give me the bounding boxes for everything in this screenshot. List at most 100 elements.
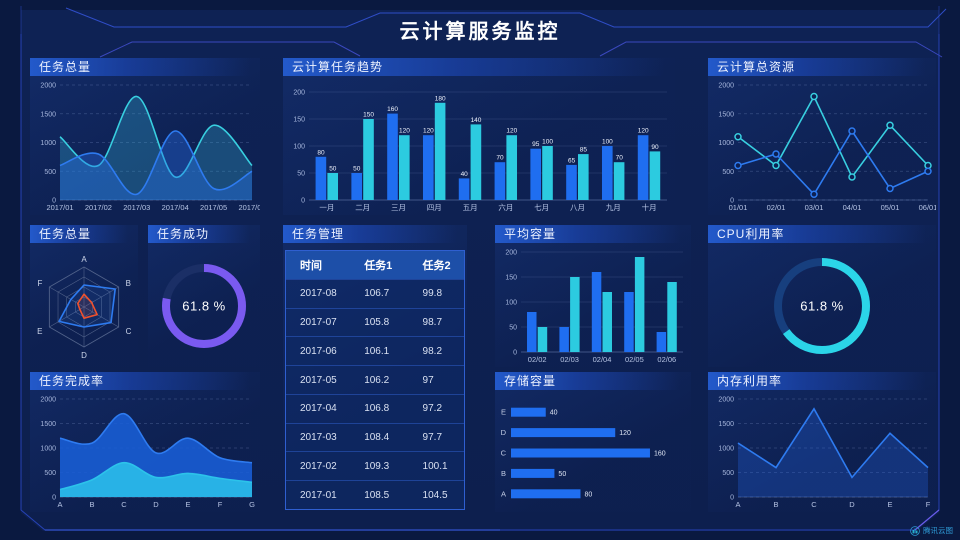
svg-text:02/05: 02/05: [625, 355, 644, 364]
table-cell: 2017-03: [300, 432, 337, 444]
page-title: 云计算服务监控: [399, 21, 561, 43]
svg-text:70: 70: [496, 155, 504, 162]
avg-capacity-bar-chart: 0 50 100 150 200 02/02 02/03 02/04 02/05 02/06: [495, 243, 691, 367]
svg-text:十月: 十月: [642, 202, 657, 212]
table-cell: 99.8: [422, 288, 443, 300]
svg-text:A: A: [735, 500, 740, 509]
svg-text:100: 100: [293, 144, 305, 151]
svg-text:七月: 七月: [534, 203, 549, 212]
svg-text:1000: 1000: [718, 446, 734, 453]
storage-svg: E 40 D 120 C 160 B 50 A 80: [501, 407, 666, 499]
panel-title: 任务成功: [148, 225, 250, 243]
svg-text:F: F: [218, 500, 223, 509]
svg-text:40: 40: [550, 410, 558, 417]
svg-text:2017/02: 2017/02: [85, 203, 112, 212]
table-cell: 104.5: [422, 489, 448, 501]
svg-text:05/01: 05/01: [881, 203, 900, 212]
table-row: 2017-04 106.8 97.2: [286, 393, 464, 423]
svg-text:C: C: [126, 327, 132, 336]
table-cell: 2017-04: [300, 403, 337, 415]
svg-text:120: 120: [638, 128, 649, 135]
panel-task-manage: 任务管理 时间 任务1 任务2 2017-08 106.7 99.8 2017-07 105.…: [283, 225, 467, 510]
svg-text:1500: 1500: [718, 111, 734, 118]
svg-text:80: 80: [317, 149, 325, 156]
svg-text:D: D: [81, 351, 87, 360]
svg-text:100: 100: [542, 139, 553, 146]
svg-text:D: D: [501, 428, 507, 437]
table-cell: 2017-01: [300, 489, 337, 501]
panel-title: 云计算总资源: [708, 58, 926, 76]
svg-text:140: 140: [471, 117, 482, 124]
table-cell: 106.2: [364, 374, 390, 386]
panel-title: 任务总量: [30, 225, 128, 243]
task-trend-bar-chart: 0 50 100 150 200 一月 二月 三月 四月 五月 六月 七月 八月 九月 十月 80 50 160 1…: [283, 76, 675, 215]
panel-memory: 内存利用率 0 500 1000 1500 2000 A B C D E F: [708, 372, 936, 512]
taskCompletion-svg: 0 500 1000 1500 2000 A B C D E F G: [40, 397, 255, 510]
svg-text:三月: 三月: [391, 203, 406, 212]
svg-text:E: E: [37, 327, 42, 336]
svg-text:D: D: [849, 500, 855, 509]
panel-title: 存储容量: [495, 372, 681, 390]
svg-text:150: 150: [363, 112, 374, 119]
table-cell: 108.5: [364, 489, 390, 501]
svg-text:2017/05: 2017/05: [200, 203, 227, 212]
svg-text:500: 500: [722, 470, 734, 477]
table-cell: 105.8: [364, 316, 390, 328]
svg-text:180: 180: [435, 95, 446, 102]
panel-title: 任务总量: [30, 58, 250, 76]
svg-text:0: 0: [513, 350, 517, 357]
svg-text:120: 120: [423, 128, 434, 135]
svg-text:九月: 九月: [606, 203, 621, 212]
panel-title: 云计算任务趋势: [283, 58, 665, 76]
svg-text:六月: 六月: [498, 202, 513, 212]
svg-text:B: B: [89, 500, 94, 509]
svg-text:F: F: [38, 279, 43, 288]
svg-text:50: 50: [297, 171, 305, 178]
svg-text:C: C: [811, 500, 817, 509]
svg-text:06/01: 06/01: [919, 203, 936, 212]
table-row: 2017-07 105.8 98.7: [286, 307, 464, 337]
svg-text:61.8 %: 61.8 %: [182, 299, 225, 314]
svg-text:2017/03: 2017/03: [123, 203, 150, 212]
svg-text:E: E: [501, 408, 506, 417]
svg-text:200: 200: [293, 90, 305, 97]
table-row: 2017-06 106.1 98.2: [286, 336, 464, 366]
svg-text:500: 500: [44, 470, 56, 477]
svg-text:1000: 1000: [40, 446, 56, 453]
svg-text:70: 70: [616, 155, 624, 162]
svg-text:一月: 一月: [319, 203, 334, 212]
svg-text:B: B: [773, 500, 778, 509]
task-success-gauge: 61.8 %: [148, 243, 260, 367]
task-table: 时间 任务1 任务2 2017-08 106.7 99.8 2017-07 105.8 98.7…: [285, 250, 465, 510]
table-cell: 106.8: [364, 403, 390, 415]
svg-text:1000: 1000: [40, 140, 56, 147]
svg-text:0: 0: [52, 495, 56, 502]
svg-text:80: 80: [584, 491, 592, 498]
memory-line-chart: 0 500 1000 1500 2000 A B C D E F: [708, 390, 936, 512]
panel-title: 任务完成率: [30, 372, 250, 390]
svg-text:03/01: 03/01: [805, 203, 824, 212]
svg-text:01/01: 01/01: [729, 203, 748, 212]
panel-cpu-usage: CPU利用率 61.8 %: [708, 225, 936, 367]
table-row: 2017-03 108.4 97.7: [286, 422, 464, 452]
svg-text:120: 120: [399, 128, 410, 135]
svg-text:2000: 2000: [718, 397, 734, 404]
cloud-resources-line-chart: 0 500 1000 1500 2000 01/01 02/01 03/01 04/01 05/0…: [708, 76, 936, 215]
svg-text:200: 200: [505, 250, 517, 257]
table-cell: 97.7: [422, 432, 443, 444]
svg-text:90: 90: [651, 144, 659, 151]
svg-text:95: 95: [532, 141, 540, 148]
svg-text:160: 160: [387, 106, 398, 113]
svg-text:04/01: 04/01: [843, 203, 862, 212]
table-row: 2017-08 106.7 99.8: [286, 278, 464, 308]
table-row: 2017-02 109.3 100.1: [286, 451, 464, 481]
svg-text:二月: 二月: [355, 203, 370, 212]
table-cell: 98.2: [422, 345, 443, 357]
svg-text:02/01: 02/01: [767, 203, 786, 212]
svg-text:F: F: [926, 500, 931, 509]
svg-text:50: 50: [353, 166, 361, 173]
svg-text:2000: 2000: [40, 397, 56, 404]
svg-text:八月: 八月: [570, 203, 585, 212]
